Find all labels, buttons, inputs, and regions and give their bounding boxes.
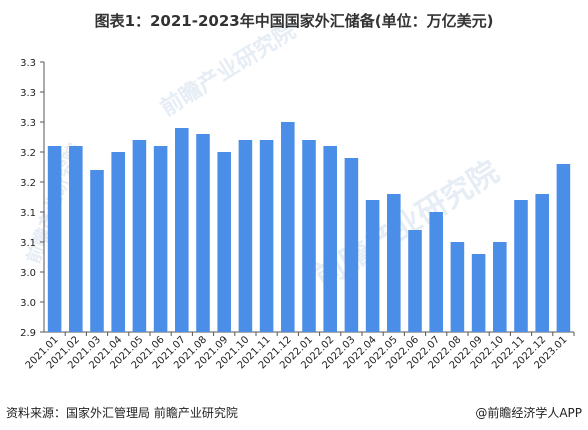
y-tick-label: 3.3 [20, 58, 36, 69]
bar [493, 242, 507, 332]
bar [323, 146, 337, 332]
y-tick-label: 3.2 [20, 148, 36, 159]
bar [450, 242, 465, 332]
bar [429, 212, 443, 332]
bar [69, 146, 83, 332]
bar [153, 146, 168, 332]
bar [344, 158, 359, 332]
y-tick-label: 3.3 [20, 88, 36, 99]
bar [175, 128, 189, 332]
bar [47, 146, 62, 332]
bar [132, 140, 147, 332]
y-tick-label: 3.0 [20, 268, 36, 279]
source-note: 资料来源：国家外汇管理局 前瞻产业研究院 [6, 406, 238, 420]
bar [387, 194, 401, 332]
y-tick-label: 3.2 [20, 178, 36, 189]
bar [111, 152, 125, 332]
credit-note: @前瞻经济学人APP [475, 406, 582, 420]
bar [90, 170, 104, 332]
bar [217, 152, 231, 332]
bar [302, 140, 316, 332]
bar [281, 122, 295, 332]
y-tick-label: 3.0 [20, 298, 36, 309]
y-tick-label: 3.3 [20, 118, 36, 129]
y-tick-label: 3.1 [20, 208, 36, 219]
bar [514, 200, 528, 332]
bar [556, 164, 571, 332]
bar [259, 140, 274, 332]
bar [471, 254, 486, 332]
bar [238, 140, 253, 332]
y-tick-label: 3.1 [20, 238, 36, 249]
bar [408, 230, 422, 332]
y-tick-label: 2.9 [20, 328, 36, 339]
bar [196, 134, 210, 332]
bar [535, 194, 549, 332]
chart-title: 图表1：2021-2023年中国国家外汇储备(单位：万亿美元) [94, 12, 494, 30]
bar [365, 200, 380, 332]
